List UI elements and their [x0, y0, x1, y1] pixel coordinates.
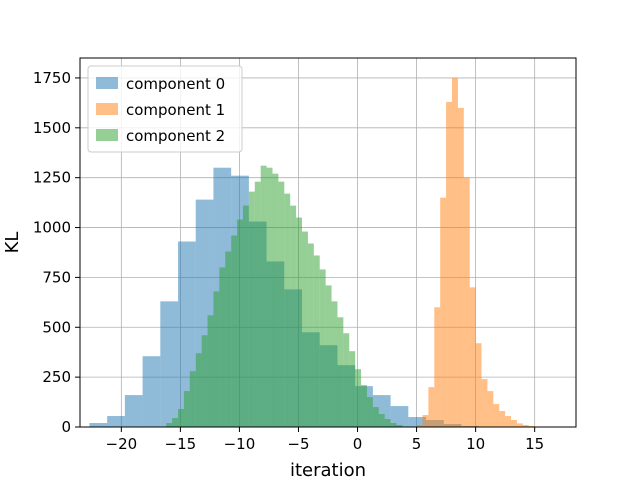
histogram-bar — [457, 107, 464, 427]
histogram-bar — [343, 333, 350, 427]
histogram-bar — [440, 197, 447, 427]
histogram-bar — [452, 77, 458, 427]
histogram-bar — [355, 369, 362, 427]
histogram-bar — [260, 165, 267, 427]
histogram-bar — [266, 167, 273, 427]
histogram-bar — [302, 231, 308, 427]
histogram-bar — [469, 287, 476, 427]
histogram-bar — [475, 343, 482, 427]
histogram-bar — [428, 387, 435, 427]
series-2 — [166, 165, 403, 427]
histogram-bar — [319, 269, 326, 427]
x-tick-label: 15 — [525, 435, 544, 453]
histogram-bar — [446, 101, 452, 428]
histogram-bar — [499, 411, 506, 427]
histogram-bar — [307, 243, 314, 427]
histogram-bar — [384, 419, 391, 427]
histogram-bar — [416, 425, 423, 427]
histogram-bar — [366, 397, 373, 427]
histogram-bar — [89, 423, 108, 427]
y-tick-label: 0 — [61, 418, 71, 436]
histogram-bar — [408, 417, 427, 427]
legend-swatch — [96, 77, 118, 89]
histogram-bar — [189, 371, 196, 427]
histogram-bars — [89, 77, 535, 428]
histogram-bar — [325, 285, 332, 427]
legend-label: component 2 — [126, 127, 225, 145]
histogram-bar — [361, 385, 367, 427]
histogram-bar — [487, 391, 494, 427]
y-tick-label: 750 — [42, 268, 71, 286]
x-axis-label: iteration — [290, 460, 366, 480]
y-tick-label: 1750 — [33, 69, 71, 87]
histogram-bar — [290, 205, 297, 427]
histogram-bar — [225, 251, 232, 427]
y-tick-label: 1000 — [33, 219, 71, 237]
histogram-bar — [195, 353, 202, 427]
histogram-bar — [207, 315, 214, 427]
histogram-bar — [142, 356, 161, 427]
histogram-bar — [511, 420, 517, 427]
histogram-bar — [178, 409, 184, 427]
histogram-bar — [337, 317, 344, 427]
histogram-bar — [522, 425, 529, 427]
histogram-bar — [313, 255, 320, 427]
x-tick-label: 10 — [466, 435, 485, 453]
histogram-bar — [278, 181, 285, 427]
histogram-bar — [237, 219, 243, 427]
histogram-bar — [378, 414, 385, 427]
histogram-bar — [349, 351, 356, 427]
histogram-bar — [296, 217, 303, 427]
histogram-bar — [107, 416, 125, 427]
histogram-bar — [254, 181, 261, 427]
ticks: −20 −15 −10 −5 0 5 10 15 0 250 500 750 1000 1250 1500 1… — [33, 69, 544, 453]
y-tick-label: 250 — [42, 368, 71, 386]
x-tick-label: 5 — [412, 435, 422, 453]
histogram-bar — [272, 173, 279, 427]
legend-label: component 0 — [126, 75, 225, 93]
histogram-bar — [201, 335, 208, 427]
histogram-bar — [505, 416, 512, 427]
histogram-bar — [219, 267, 226, 427]
histogram-bar — [422, 415, 429, 427]
y-tick-label: 1250 — [33, 169, 71, 187]
histogram-bar — [124, 395, 143, 427]
legend-swatch — [96, 129, 118, 141]
legend-box — [87, 65, 243, 153]
y-axis-label: KL — [2, 232, 23, 254]
histogram-bar — [390, 406, 409, 427]
histogram-bar — [183, 391, 190, 427]
histogram-bar — [463, 177, 470, 427]
x-tick-label: 0 — [353, 435, 363, 453]
x-tick-label: −20 — [106, 435, 138, 453]
histogram-bar — [396, 425, 403, 427]
legend-label: component 1 — [126, 101, 225, 119]
histogram-bar — [481, 379, 488, 427]
histogram-bar — [242, 205, 249, 427]
legend: component 0 component 1 component 2 — [87, 65, 243, 153]
histogram-bar — [172, 418, 179, 427]
x-tick-label: −5 — [287, 435, 309, 453]
x-tick-label: −15 — [165, 435, 197, 453]
y-tick-label: 1500 — [33, 119, 71, 137]
histogram-bar — [331, 301, 338, 427]
histogram-bar — [372, 407, 379, 427]
histogram-bar — [213, 291, 220, 427]
histogram-bar — [166, 423, 173, 427]
series-1 — [416, 77, 535, 428]
histogram-bar — [248, 191, 255, 427]
histogram-bar — [434, 307, 441, 427]
histogram-bar — [160, 301, 179, 427]
histogram-bar — [390, 423, 397, 427]
histogram-bar — [516, 423, 523, 427]
x-tick-label: −10 — [224, 435, 256, 453]
histogram-bar — [284, 193, 291, 427]
histogram-bar — [231, 235, 238, 427]
histogram-bar — [493, 404, 500, 427]
axes-frame — [79, 57, 577, 428]
y-tick-label: 500 — [42, 318, 71, 336]
legend-swatch — [96, 103, 118, 115]
